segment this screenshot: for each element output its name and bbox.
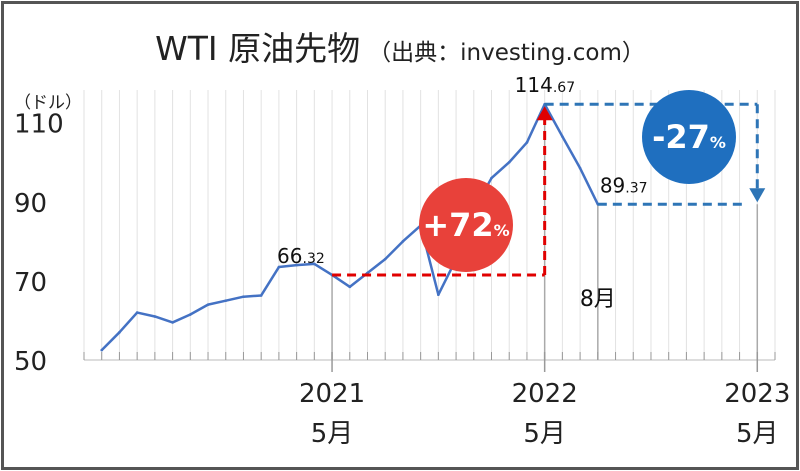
data-point bbox=[277, 265, 281, 269]
rise-arrow-head bbox=[536, 106, 553, 121]
data-point bbox=[118, 331, 121, 334]
x-tick-year: 2023 bbox=[724, 379, 790, 409]
data-point bbox=[135, 311, 139, 314]
grid-lines bbox=[83, 90, 776, 360]
x-tick-year: 2021 bbox=[299, 379, 365, 409]
chart-title: WTI 原油先物 （出典：investing.com） bbox=[0, 22, 800, 70]
x-tick-month: 5月 bbox=[523, 419, 566, 449]
y-tick-label: 50 bbox=[14, 347, 47, 377]
start-value-label: 66.32 bbox=[277, 244, 325, 268]
series-group bbox=[100, 102, 600, 352]
y-tick-label: 110 bbox=[14, 110, 64, 140]
x-tick-month: 5月 bbox=[311, 419, 354, 449]
axes: （ドル） 50 70 90 110 2021 5月 2022 5月 2023 5月 bbox=[14, 93, 790, 449]
fall-badge-text: -27% bbox=[652, 118, 726, 156]
data-point bbox=[525, 141, 529, 144]
x-tick-year: 2022 bbox=[512, 379, 578, 409]
data-point bbox=[507, 160, 511, 164]
data-point bbox=[578, 166, 582, 170]
data-point bbox=[259, 294, 263, 297]
data-point bbox=[206, 303, 210, 306]
data-point bbox=[490, 176, 493, 180]
peak-value-label: 114.67 bbox=[515, 73, 575, 97]
data-point bbox=[348, 285, 352, 289]
y-tick-label: 70 bbox=[14, 268, 47, 298]
rise-badge-text: +72% bbox=[422, 206, 509, 244]
data-point bbox=[153, 315, 157, 318]
data-point bbox=[224, 299, 228, 302]
data-point bbox=[401, 240, 405, 243]
data-point bbox=[313, 262, 316, 266]
current-month-label: 8月 bbox=[580, 287, 616, 312]
data-point bbox=[295, 263, 298, 267]
data-point bbox=[189, 313, 192, 316]
data-point bbox=[100, 348, 104, 352]
title-source: （出典：investing.com） bbox=[368, 40, 645, 66]
y-axis-label: （ドル） bbox=[14, 93, 82, 113]
x-tick-month: 5月 bbox=[736, 419, 779, 449]
data-point bbox=[383, 257, 387, 261]
annotations: 66.32 114.67 89.37 8月 +72% -27% bbox=[277, 73, 766, 312]
data-point bbox=[171, 321, 174, 324]
rise-badge-circle bbox=[419, 178, 513, 272]
title-main: WTI 原油先物 bbox=[155, 29, 361, 68]
current-value-label: 89.37 bbox=[600, 173, 648, 197]
fall-badge-circle bbox=[642, 90, 736, 184]
data-point bbox=[242, 295, 245, 299]
data-point bbox=[437, 293, 440, 297]
data-point bbox=[561, 135, 564, 138]
y-tick-label: 90 bbox=[14, 189, 47, 219]
fall-arrow-head bbox=[749, 188, 766, 203]
